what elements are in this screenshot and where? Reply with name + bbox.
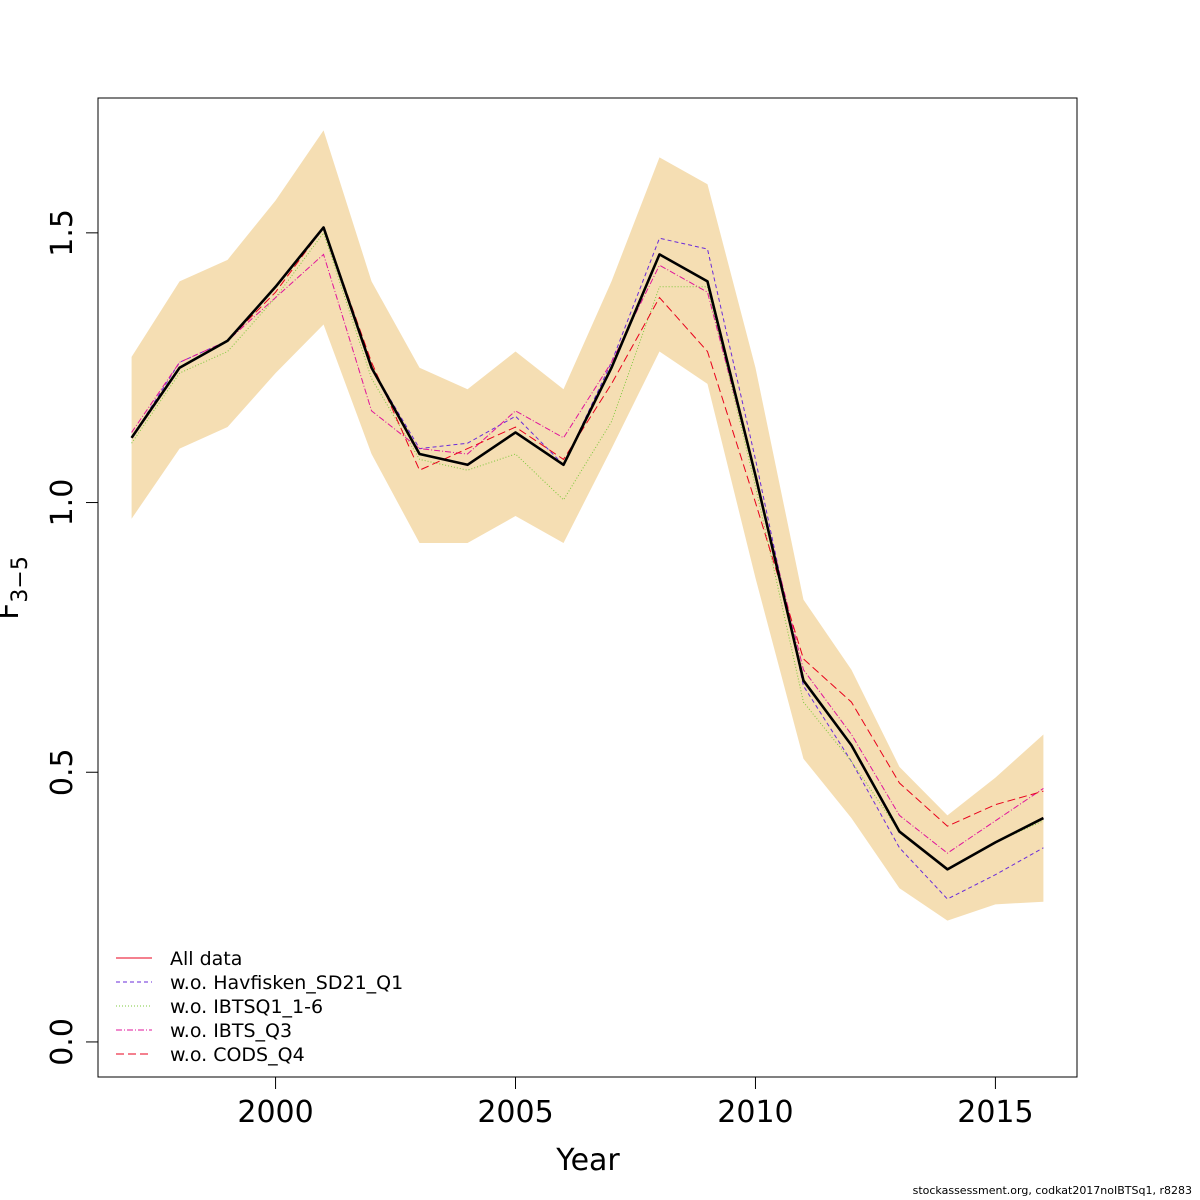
y-tick-label-3: 1.5: [45, 209, 80, 257]
estimate-layer: [130, 226, 1044, 871]
x-tick-label-2000: 2000: [237, 1095, 313, 1130]
legend-label-3: w.o. IBTS_Q3: [170, 1020, 292, 1042]
x-tick-label-2010: 2010: [717, 1095, 793, 1130]
y-tick-label-2: 1.0: [45, 479, 80, 527]
series-line-2: [131, 231, 1044, 870]
credit-text: stockassessment.org, codkat2017noIBTSq1,…: [912, 1184, 1192, 1197]
legend-label-4: w.o. CODS_Q4: [170, 1044, 305, 1066]
y-tick-label-1: 0.5: [45, 748, 80, 796]
y-tick-label-0: 0.0: [45, 1018, 80, 1066]
legend-label-0: All data: [170, 948, 242, 970]
x-tick-label-2005: 2005: [477, 1095, 553, 1130]
y-axis-label-main: F: [0, 603, 26, 620]
y-axis: 0.0 0.5 1.0 1.5: [45, 209, 99, 1066]
x-axis: 2000 2005 2010 2015: [237, 1076, 1034, 1130]
legend-label-1: w.o. Havfisken_SD21_Q1: [170, 972, 403, 994]
x-axis-label: Year: [555, 1143, 620, 1178]
legend-label-2: w.o. IBTSQ1_1-6: [170, 996, 323, 1018]
series-line-3: [131, 253, 1044, 854]
estimate-line: [130, 226, 1044, 871]
confidence-band: [131, 130, 1044, 921]
y-axis-label-subscript: 3−5: [8, 556, 33, 602]
series-line-4: [131, 226, 1044, 827]
y-axis-label: F3−5: [0, 556, 33, 620]
confidence-band-layer: [131, 130, 1044, 921]
x-tick-label-2015: 2015: [957, 1095, 1033, 1130]
